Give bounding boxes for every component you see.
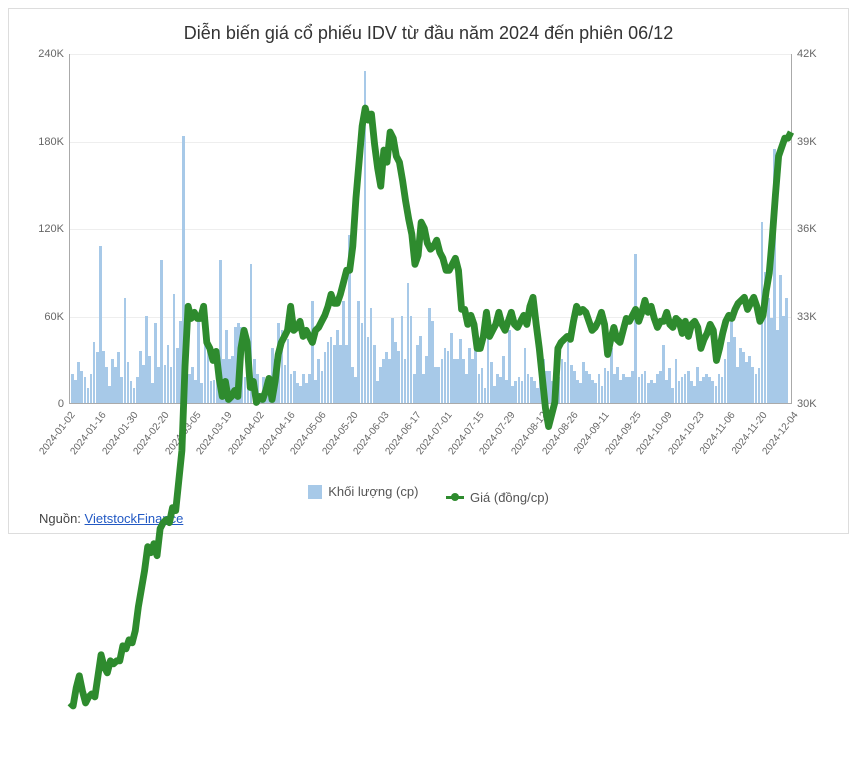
y-left-tick: 240K bbox=[38, 48, 70, 60]
y-right-tick: 30K bbox=[791, 398, 817, 410]
y-right-tick: 39K bbox=[791, 136, 817, 148]
stock-chart: Diễn biến giá cổ phiếu IDV từ đầu năm 20… bbox=[8, 8, 849, 534]
y-left-tick: 180K bbox=[38, 136, 70, 148]
y-right-tick: 36K bbox=[791, 223, 817, 235]
chart-title: Diễn biến giá cổ phiếu IDV từ đầu năm 20… bbox=[19, 23, 838, 44]
y-left-tick: 120K bbox=[38, 223, 70, 235]
y-right-tick: 33K bbox=[791, 311, 817, 323]
plot-area: 060K120K180K240K 30K33K36K39K42K bbox=[69, 54, 792, 404]
y-left-tick: 60K bbox=[44, 311, 70, 323]
price-line bbox=[70, 54, 791, 775]
y-right-tick: 42K bbox=[791, 48, 817, 60]
